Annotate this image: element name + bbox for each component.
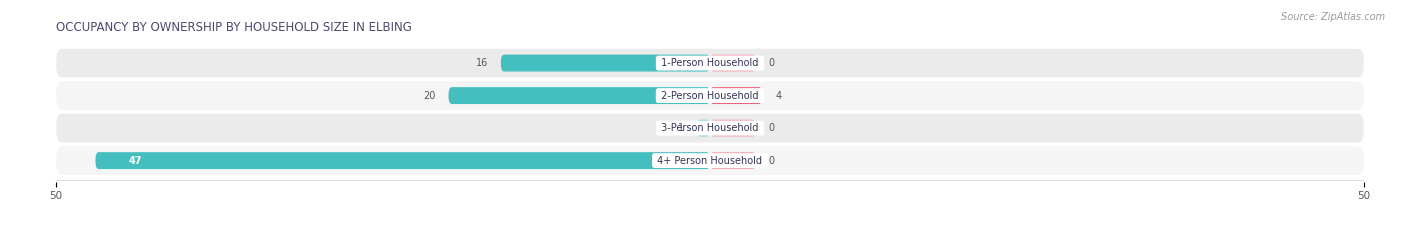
FancyBboxPatch shape [710, 120, 756, 137]
FancyBboxPatch shape [710, 55, 756, 72]
Text: 0: 0 [769, 156, 775, 166]
Text: OCCUPANCY BY OWNERSHIP BY HOUSEHOLD SIZE IN ELBING: OCCUPANCY BY OWNERSHIP BY HOUSEHOLD SIZE… [56, 21, 412, 34]
FancyBboxPatch shape [96, 152, 710, 169]
FancyBboxPatch shape [697, 120, 710, 137]
FancyBboxPatch shape [710, 87, 762, 104]
Text: 0: 0 [769, 123, 775, 133]
Text: 4+ Person Household: 4+ Person Household [654, 156, 766, 166]
Text: 1-Person Household: 1-Person Household [658, 58, 762, 68]
FancyBboxPatch shape [56, 49, 1364, 77]
Text: Source: ZipAtlas.com: Source: ZipAtlas.com [1281, 12, 1385, 22]
Text: 47: 47 [128, 156, 142, 166]
Text: 1: 1 [678, 123, 683, 133]
Text: 16: 16 [475, 58, 488, 68]
Text: 20: 20 [423, 91, 436, 101]
Text: 4: 4 [776, 91, 782, 101]
FancyBboxPatch shape [56, 81, 1364, 110]
Text: 3-Person Household: 3-Person Household [658, 123, 762, 133]
FancyBboxPatch shape [56, 114, 1364, 142]
Text: 0: 0 [769, 58, 775, 68]
Text: 2-Person Household: 2-Person Household [658, 91, 762, 101]
FancyBboxPatch shape [56, 146, 1364, 175]
FancyBboxPatch shape [710, 152, 756, 169]
FancyBboxPatch shape [501, 55, 710, 72]
FancyBboxPatch shape [449, 87, 710, 104]
